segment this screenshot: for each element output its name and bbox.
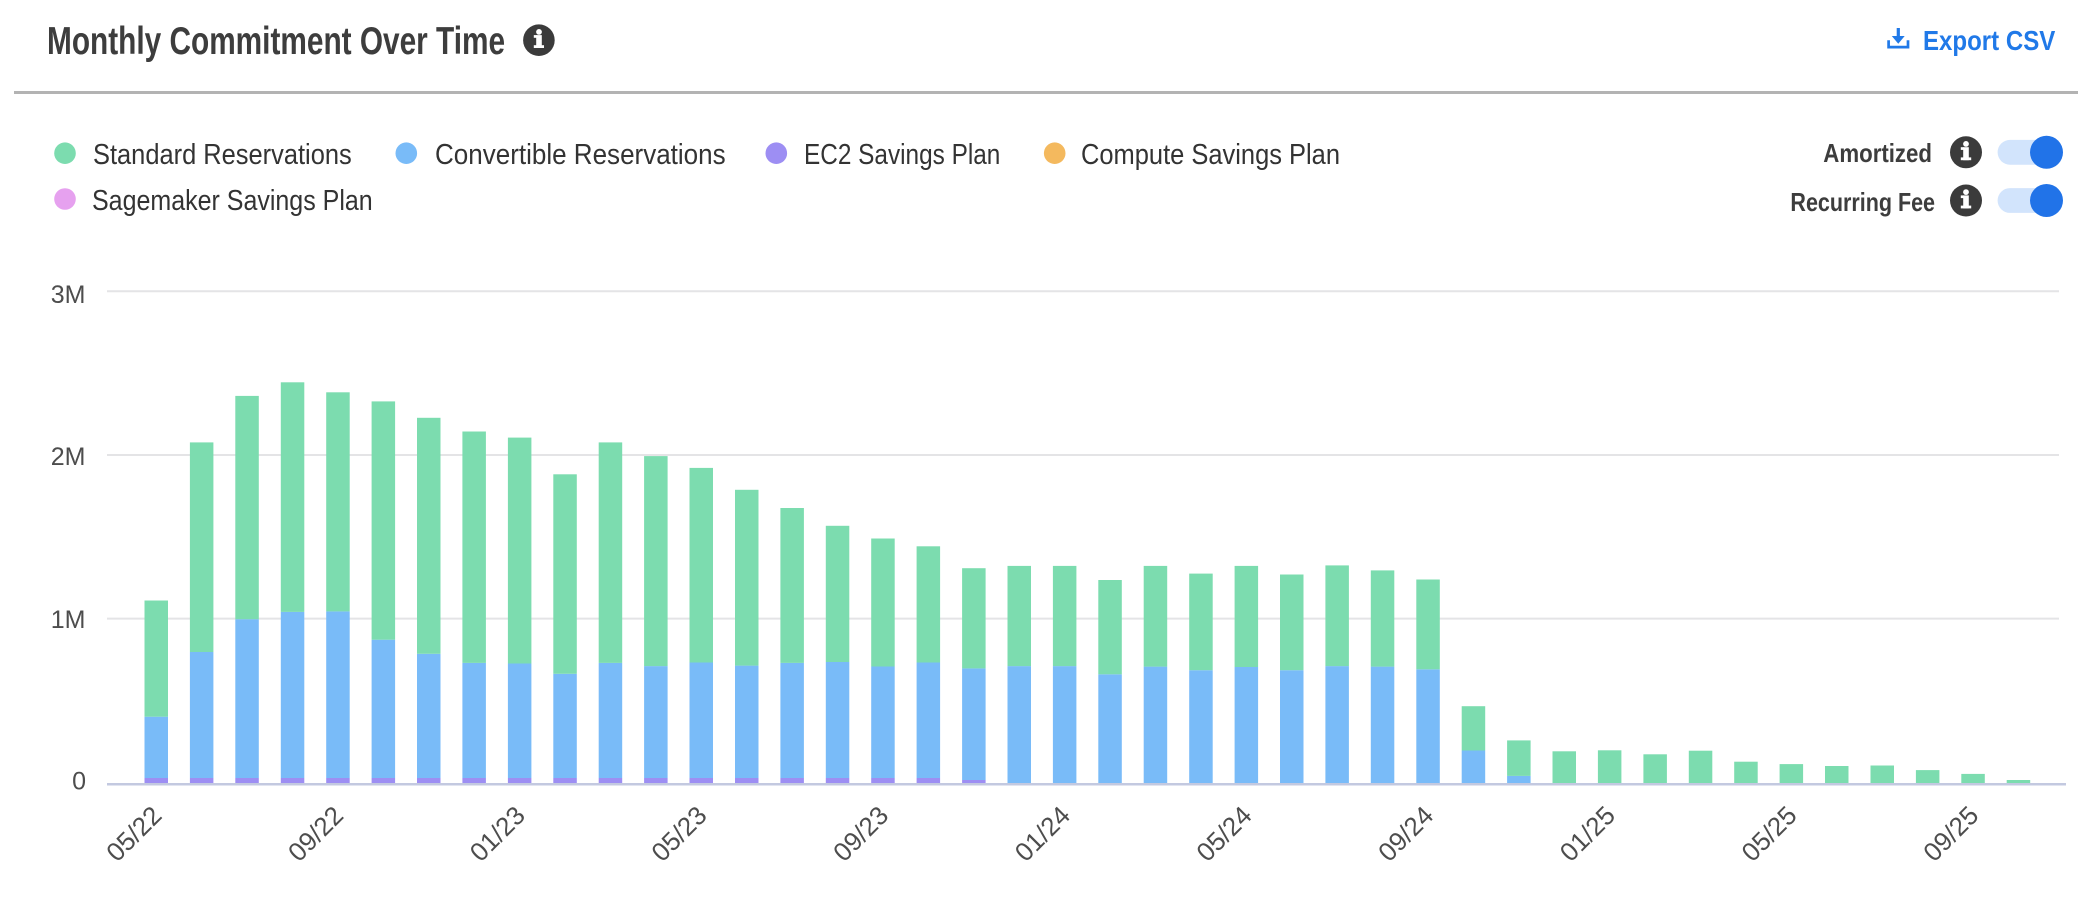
svg-text:01/25: 01/25 [1554,800,1621,867]
svg-text:09/23: 09/23 [827,800,894,867]
svg-text:09/24: 09/24 [1372,800,1439,867]
svg-text:1M: 1M [51,606,86,634]
svg-text:09/25: 09/25 [1917,800,1984,867]
svg-text:01/24: 01/24 [1009,800,1076,867]
svg-text:09/22: 09/22 [282,800,349,867]
svg-text:3M: 3M [51,281,86,309]
svg-text:05/22: 05/22 [100,800,167,867]
svg-text:05/25: 05/25 [1735,800,1802,867]
svg-text:2M: 2M [51,443,86,471]
svg-text:0: 0 [72,768,86,796]
svg-text:01/23: 01/23 [464,800,531,867]
svg-text:05/23: 05/23 [645,800,712,867]
svg-text:05/24: 05/24 [1190,800,1257,867]
